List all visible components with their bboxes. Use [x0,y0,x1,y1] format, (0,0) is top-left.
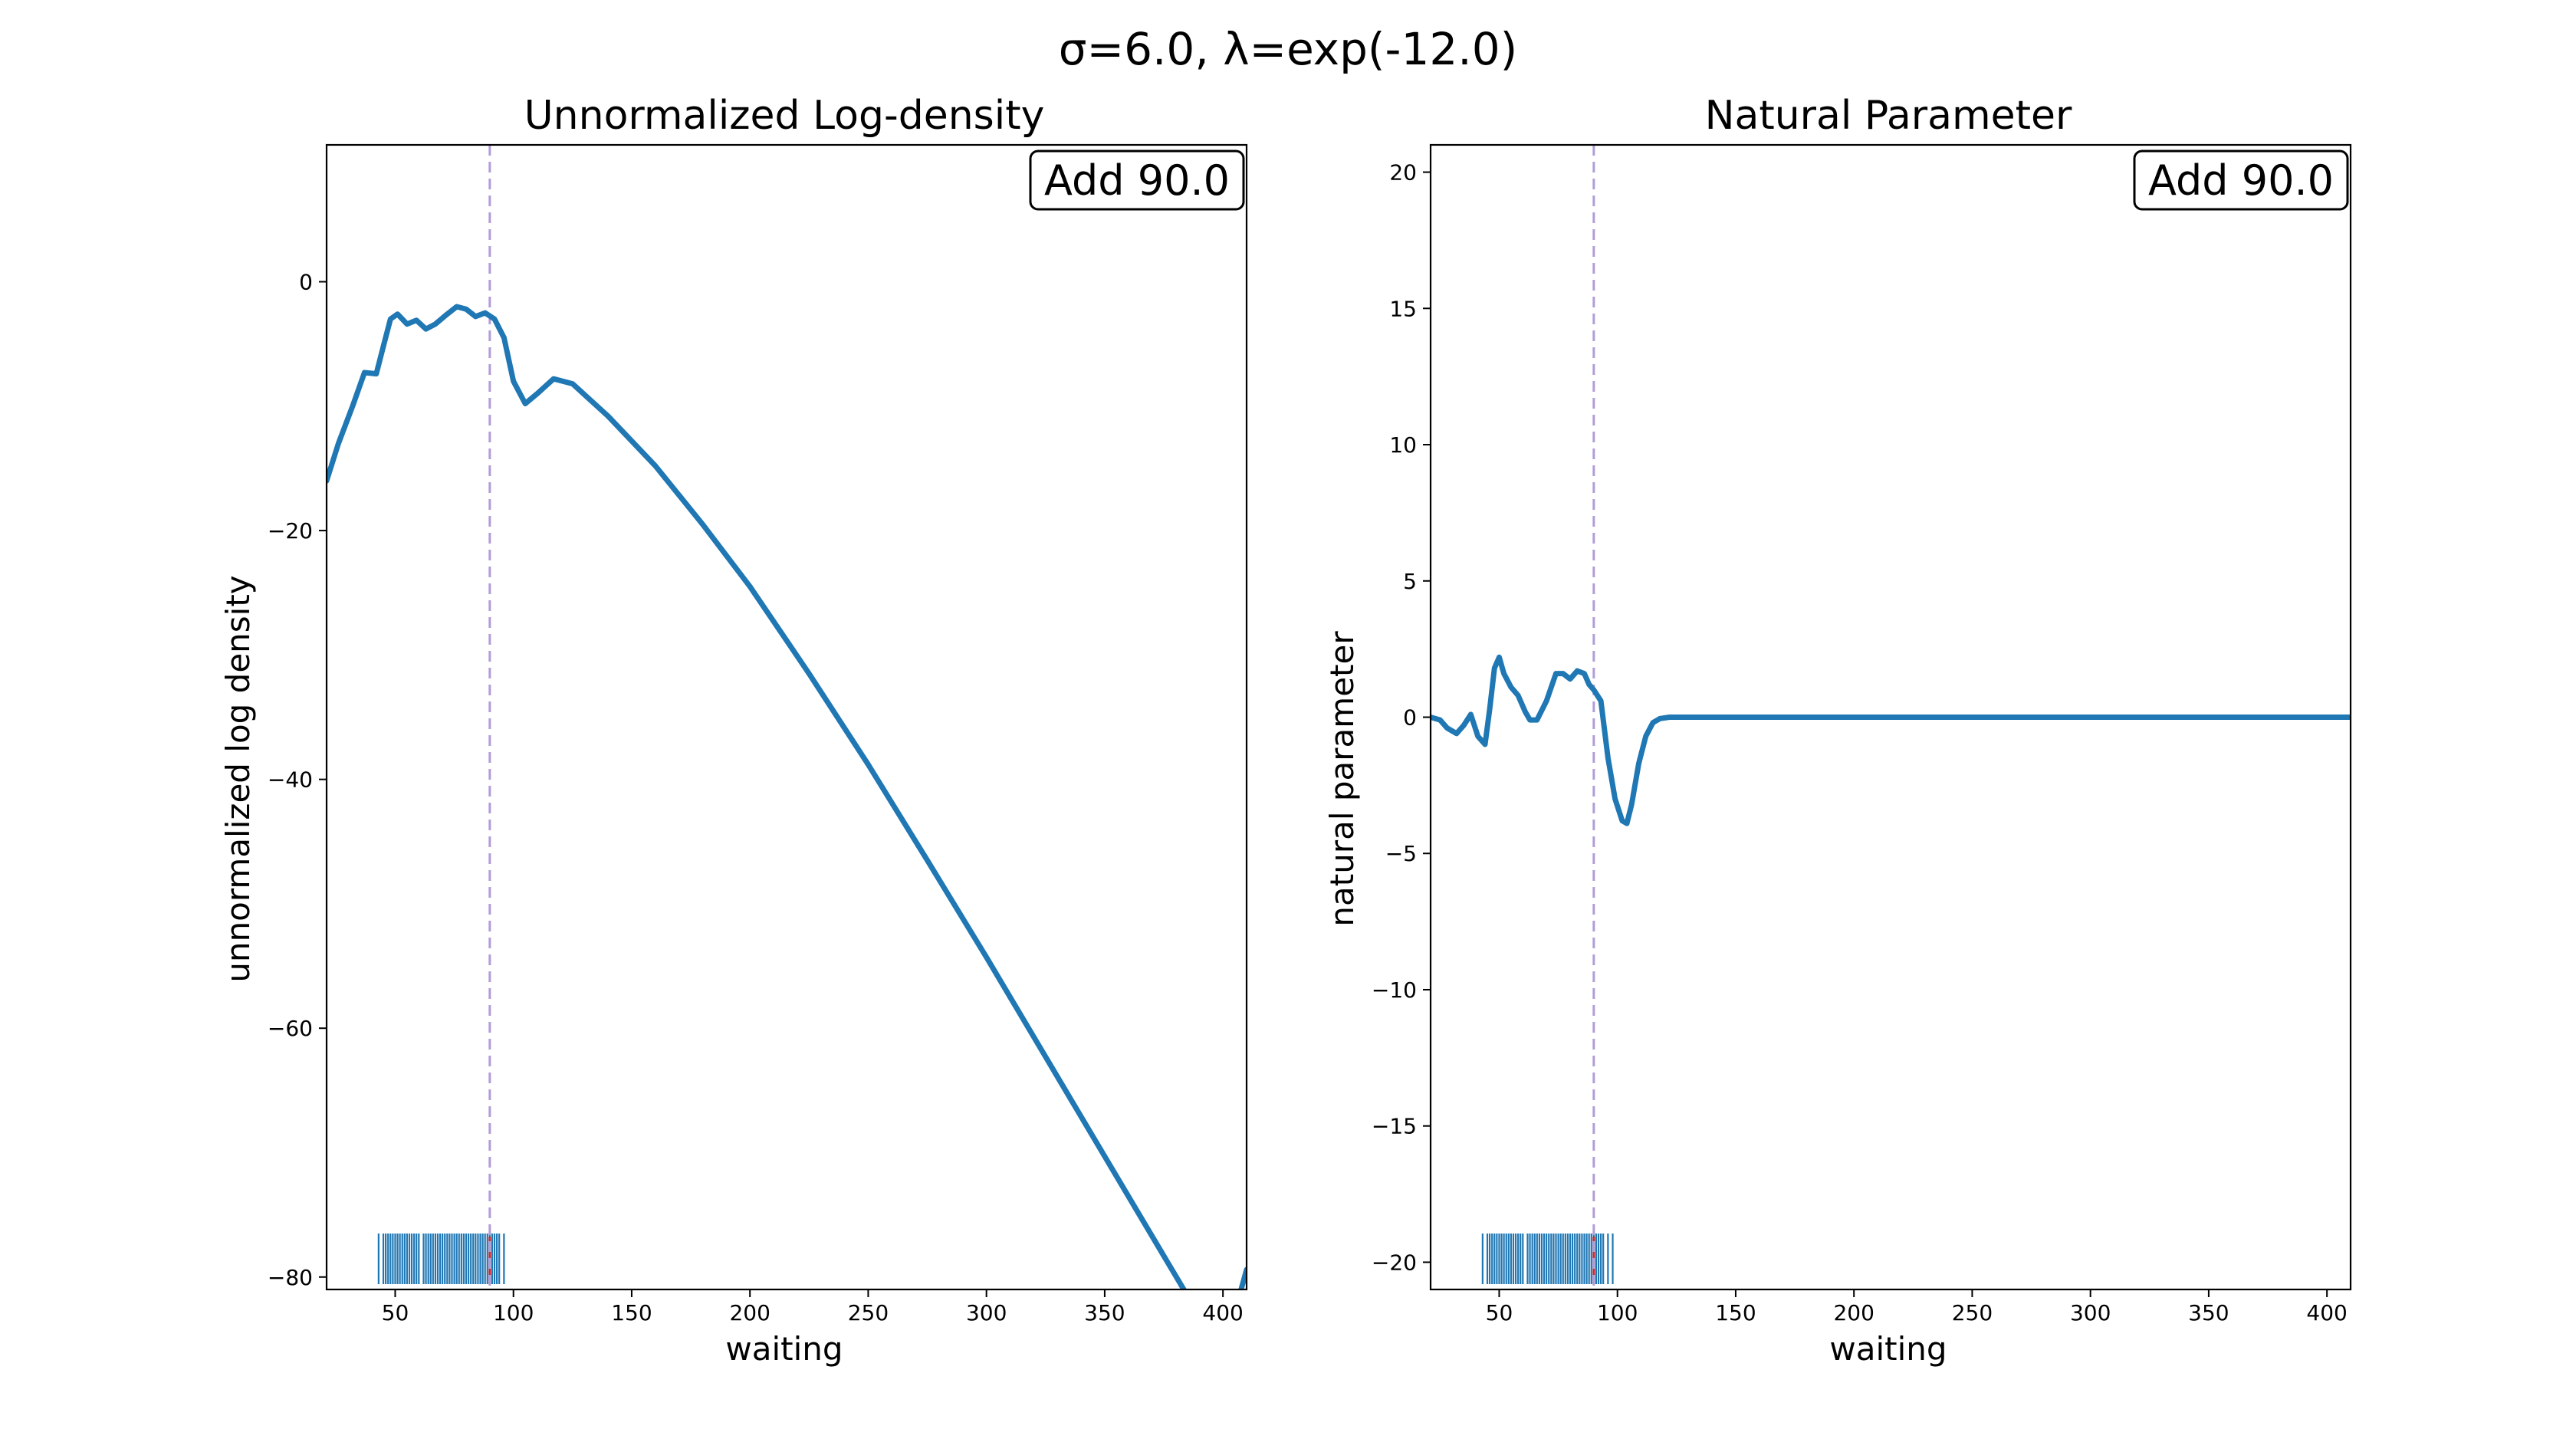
log-density-ytick-label: −40 [268,767,313,793]
natural-parameter-xtick-label: 300 [2070,1300,2111,1326]
natural-parameter-ytick-label: −5 [1385,841,1417,866]
natural-parameter-ytick-label: 10 [1389,432,1417,458]
log-density-xtick-label: 300 [966,1300,1007,1326]
natural-parameter-marks [1431,145,2351,1289]
log-density-xtick-label: 200 [729,1300,770,1326]
log-density-ytick-label: −60 [268,1016,313,1041]
natural-parameter-panel: Natural Parameter waiting natural parame… [1323,93,2352,1368]
log-density-ytick-label: −20 [268,518,313,544]
log-density-marks [327,145,1247,1289]
natural-parameter-xtick-label: 200 [1833,1300,1874,1326]
natural-parameter-xtick-label: 250 [1952,1300,1993,1326]
log-density-axes-frame [325,143,1248,1291]
log-density-plot-area: 50 100 150 200 250 300 350 400 0 −20 −40 −60 −80 Add … [268,143,1248,1326]
natural-parameter-annotation-box [2133,149,2349,211]
log-density-xtick-label: 400 [1202,1300,1243,1326]
log-density-xtick-label: 350 [1084,1300,1125,1326]
natural-parameter-xtick-label: 100 [1597,1300,1638,1326]
natural-parameter-ytick-label: −15 [1372,1114,1417,1139]
natural-parameter-curve [1431,654,2351,826]
log-density-ytick-label: 0 [299,270,313,295]
log-density-xtick-label: 100 [493,1300,534,1326]
log-density-title: Unnormalized Log-density [524,93,1045,139]
log-density-panel: Unnormalized Log-density waiting unnorma… [219,93,1248,1368]
natural-parameter-ytick-label: 15 [1389,296,1417,321]
natural-parameter-xlabel: waiting [1829,1330,1947,1368]
natural-parameter-xtick-label: 150 [1715,1300,1756,1326]
natural-parameter-ytick-label: 20 [1389,160,1417,186]
log-density-annotation: Add 90.0 [1044,156,1230,205]
log-density-xtick-label: 250 [848,1300,889,1326]
natural-parameter-ytick-label: −20 [1372,1250,1417,1275]
natural-parameter-ytick-label: −10 [1372,977,1417,1003]
log-density-annotation-box [1029,149,1245,211]
log-density-ytick-label: −80 [268,1265,313,1290]
natural-parameter-xtick-label: 350 [2188,1300,2229,1326]
natural-parameter-title: Natural Parameter [1705,93,2072,139]
log-density-curve [327,304,1247,1289]
log-density-ylabel: unnormalized log density [219,575,257,982]
natural-parameter-plot-area: 50 100 150 200 250 300 350 40020151050−5−10−15−… [1372,143,2352,1326]
natural-parameter-xtick-label: 50 [1486,1300,1513,1326]
natural-parameter-ytick-label: 5 [1403,569,1417,594]
natural-parameter-ylabel: natural parameter [1323,631,1361,927]
natural-parameter-xtick-label: 400 [2306,1300,2347,1326]
natural-parameter-annotation: Add 90.0 [2148,156,2334,205]
log-density-xtick-label: 150 [611,1300,652,1326]
log-density-xtick-label: 50 [382,1300,409,1326]
log-density-xlabel: waiting [725,1330,843,1368]
natural-parameter-ytick-label: 0 [1403,705,1417,731]
figure-title: σ=6.0, λ=exp(-12.0) [1059,23,1518,75]
